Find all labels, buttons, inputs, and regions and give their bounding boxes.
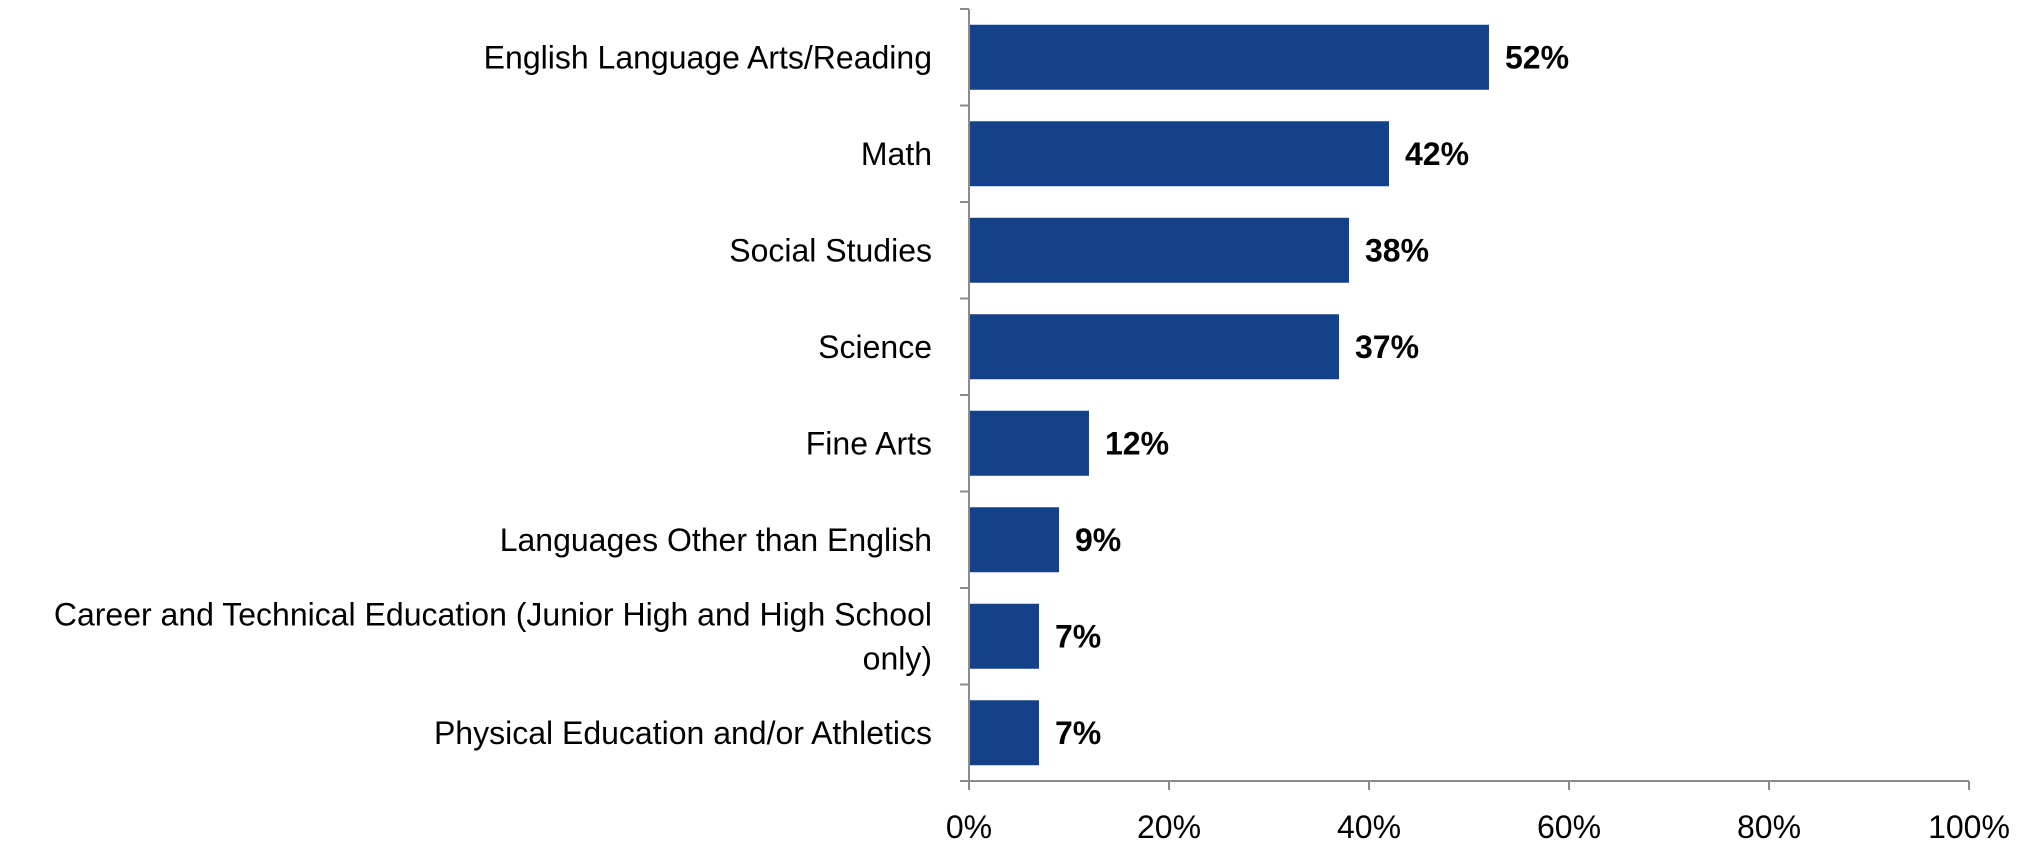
bar	[969, 410, 1089, 476]
category-label: Career and Technical Education (Junior H…	[54, 596, 932, 632]
bar	[969, 700, 1039, 766]
category-label: Languages Other than English	[500, 522, 932, 558]
data-label: 38%	[1365, 232, 1429, 268]
bar	[969, 314, 1339, 380]
category-label: only)	[863, 640, 932, 676]
x-tick-label: 60%	[1537, 809, 1601, 845]
labels-layer: 52% English Language Arts/Reading 42% Math 3…	[54, 39, 2010, 845]
bar	[969, 217, 1349, 283]
x-tick-label: 20%	[1137, 809, 1201, 845]
x-tick-label: 0%	[946, 809, 992, 845]
bar	[969, 507, 1059, 573]
category-label: Fine Arts	[806, 425, 932, 461]
data-label: 37%	[1355, 329, 1419, 365]
bar	[969, 603, 1039, 669]
category-label: Physical Education and/or Athletics	[434, 715, 932, 751]
data-label: 7%	[1055, 618, 1101, 654]
x-tick-label: 80%	[1737, 809, 1801, 845]
bar	[969, 24, 1489, 90]
data-label: 12%	[1105, 425, 1169, 461]
data-label: 42%	[1405, 136, 1469, 172]
data-label: 7%	[1055, 715, 1101, 751]
category-label: Social Studies	[729, 232, 932, 268]
data-label: 52%	[1505, 39, 1569, 75]
bar	[969, 121, 1389, 187]
bars-layer	[969, 24, 1489, 766]
category-label: Science	[818, 329, 932, 365]
category-label: Math	[861, 136, 932, 172]
category-label: English Language Arts/Reading	[484, 39, 932, 75]
x-tick-label: 100%	[1928, 809, 2010, 845]
axis-layer	[960, 8, 1970, 790]
x-tick-label: 40%	[1337, 809, 1401, 845]
data-label: 9%	[1075, 522, 1121, 558]
